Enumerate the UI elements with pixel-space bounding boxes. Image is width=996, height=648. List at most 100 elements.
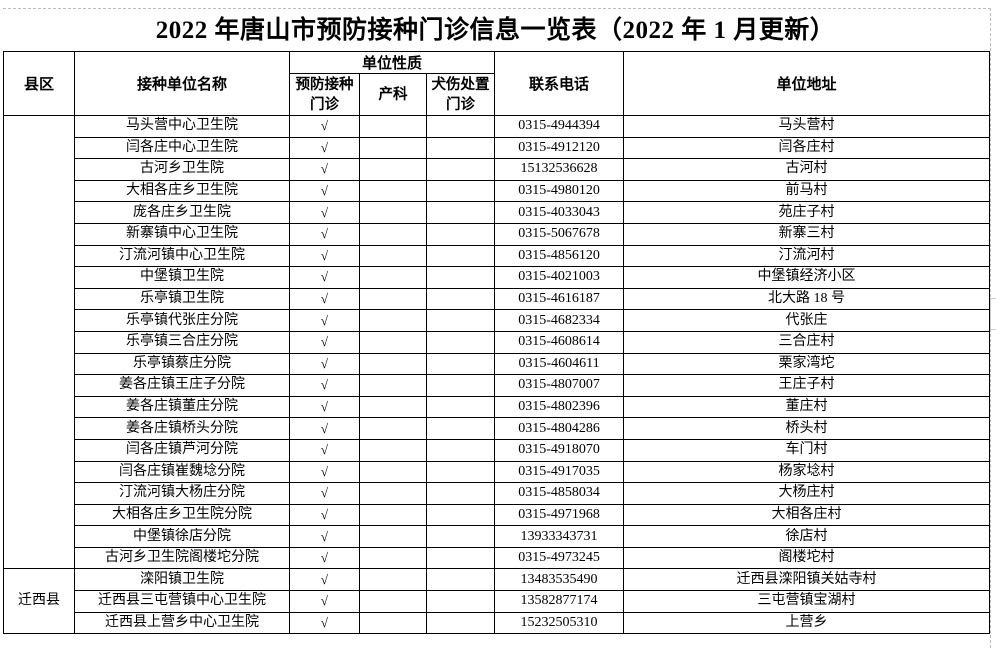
address-cell: 新寨三村 (623, 222, 991, 246)
address-cell: 三屯营镇宝湖村 (623, 590, 991, 613)
prevent-check-cell: √ (289, 568, 360, 592)
prevent-check-cell: √ (289, 482, 360, 505)
prevent-check-cell: √ (289, 374, 360, 397)
table-row: 新寨镇中心卫生院 √ 0315-5067678 新寨三村 (4, 222, 991, 246)
table-row: 迁西县上营乡中心卫生院 √ 15232505310 上营乡 (4, 611, 991, 635)
prevent-check-cell: √ (289, 287, 360, 311)
rabies-cell (425, 503, 496, 527)
table-row: 乐亭镇三合庄分院 √ 0315-4608614 三合庄村 (4, 330, 991, 354)
table-row: 大相各庄乡卫生院分院 √ 0315-4971968 大相各庄村 (4, 503, 991, 527)
address-cell: 北大路 18 号 (623, 287, 991, 311)
prevent-check-cell: √ (289, 503, 360, 527)
obstetrics-cell (359, 330, 427, 354)
table-row: 乐亭镇蔡庄分院 √ 0315-4604611 栗家湾坨 (4, 352, 991, 376)
prevent-check-cell: √ (289, 525, 360, 548)
table-row: 大相各庄乡卫生院 √ 0315-4980120 前马村 (4, 179, 991, 203)
phone-cell: 0315-4858034 (494, 482, 625, 505)
phone-cell: 15132536628 (494, 158, 625, 181)
unit-name-cell: 姜各庄镇桥头分院 (74, 417, 290, 440)
rabies-cell (425, 330, 496, 354)
phone-cell: 15232505310 (494, 611, 625, 635)
rabies-cell (425, 460, 496, 484)
table-row: 中堡镇徐店分院 √ 13933343731 徐店村 (4, 525, 991, 548)
address-cell: 杨家埝村 (623, 460, 991, 484)
rabies-cell (425, 417, 496, 440)
unit-name-cell: 大相各庄乡卫生院分院 (74, 503, 290, 527)
table-row: 姜各庄镇桥头分院 √ 0315-4804286 桥头村 (4, 417, 991, 440)
address-cell: 大杨庄村 (623, 482, 991, 505)
unit-name-cell: 迁西县上营乡中心卫生院 (74, 611, 290, 635)
table-row: 庞各庄乡卫生院 √ 0315-4033043 苑庄子村 (4, 201, 991, 224)
table-row: 汀流河镇大杨庄分院 √ 0315-4858034 大杨庄村 (4, 482, 991, 505)
prevent-check-cell: √ (289, 352, 360, 376)
phone-cell: 13933343731 (494, 525, 625, 548)
obstetrics-cell (359, 287, 427, 311)
obstetrics-cell (359, 568, 427, 592)
obstetrics-cell (359, 438, 427, 462)
obstetrics-cell (359, 546, 427, 570)
table-row: 迁西县 滦阳镇卫生院 √ 13483535490 迁西县滦阳镇关姑寺村 (3, 568, 991, 635)
rabies-cell (425, 352, 496, 376)
prevent-check-cell: √ (289, 438, 360, 462)
header-prevent-clinic: 预防接种门诊 (289, 73, 360, 116)
rabies-cell (425, 201, 496, 224)
rabies-cell (425, 136, 496, 160)
header-obstetrics: 产科 (359, 73, 427, 116)
unit-name-cell: 乐亭镇卫生院 (74, 287, 290, 311)
header-district: 县区 (3, 51, 75, 116)
prevent-check-cell: √ (289, 115, 360, 138)
address-cell: 马头营村 (623, 115, 991, 138)
prevent-check-cell: √ (289, 611, 360, 635)
phone-cell: 0315-4912120 (494, 136, 625, 160)
table-row: 乐亭镇代张庄分院 √ 0315-4682334 代张庄 (4, 309, 991, 332)
phone-cell: 0315-4616187 (494, 287, 625, 311)
rabies-cell (425, 525, 496, 548)
unit-name-cell: 闫各庄镇芦河分院 (74, 438, 290, 462)
obstetrics-cell (359, 222, 427, 246)
phone-cell: 0315-4917035 (494, 460, 625, 484)
obstetrics-cell (359, 115, 427, 138)
rabies-cell (425, 309, 496, 332)
unit-name-cell: 汀流河镇中心卫生院 (74, 244, 290, 268)
prevent-check-cell: √ (289, 136, 360, 160)
address-cell: 董庄村 (623, 395, 991, 419)
table-row: 马头营中心卫生院 √ 0315-4944394 马头营村 (3, 114, 991, 570)
table-row: 闫各庄镇芦河分院 √ 0315-4918070 车门村 (4, 438, 991, 462)
address-cell: 王庄子村 (623, 374, 991, 397)
obstetrics-cell (359, 460, 427, 484)
prevent-check-cell: √ (289, 222, 360, 246)
obstetrics-cell (359, 374, 427, 397)
unit-name-cell: 闫各庄中心卫生院 (74, 136, 290, 160)
table-row: 迁西县三屯营镇中心卫生院 √ 13582877174 三屯营镇宝湖村 (4, 590, 991, 613)
table-row: 古河乡卫生院阁楼坨分院 √ 0315-4973245 阁楼坨村 (4, 546, 991, 570)
address-cell: 闫各庄村 (623, 136, 991, 160)
unit-name-cell: 中堡镇徐店分院 (74, 525, 290, 548)
rabies-cell (425, 395, 496, 419)
phone-cell: 0315-4608614 (494, 330, 625, 354)
address-cell: 大相各庄村 (623, 503, 991, 527)
unit-name-cell: 汀流河镇大杨庄分院 (74, 482, 290, 505)
address-cell: 代张庄 (623, 309, 991, 332)
unit-name-cell: 新寨镇中心卫生院 (74, 222, 290, 246)
prevent-check-cell: √ (289, 546, 360, 570)
prevent-check-cell: √ (289, 590, 360, 613)
unit-name-cell: 姜各庄镇董庄分院 (74, 395, 290, 419)
district-cell: 迁西县 (3, 568, 75, 635)
phone-cell: 0315-4980120 (494, 179, 625, 203)
unit-name-cell: 乐亭镇三合庄分院 (74, 330, 290, 354)
phone-cell: 13483535490 (494, 568, 625, 592)
table-row: 中堡镇卫生院 √ 0315-4021003 中堡镇经济小区 (4, 266, 991, 289)
unit-name-cell: 迁西县三屯营镇中心卫生院 (74, 590, 290, 613)
prevent-check-cell: √ (289, 309, 360, 332)
prevent-check-cell: √ (289, 179, 360, 203)
rabies-cell (425, 438, 496, 462)
obstetrics-cell (359, 590, 427, 613)
unit-name-cell: 姜各庄镇王庄子分院 (74, 374, 290, 397)
rabies-cell (425, 546, 496, 570)
header-rabies-clinic: 犬伤处置门诊 (425, 73, 496, 116)
rabies-cell (425, 158, 496, 181)
header-unit-name: 接种单位名称 (74, 51, 290, 116)
clinic-table: 县区 接种单位名称 单位性质 联系电话 单位地址 预防接种门诊 产科 犬伤处置门… (3, 51, 991, 635)
address-cell: 迁西县滦阳镇关姑寺村 (623, 568, 991, 592)
unit-name-cell: 滦阳镇卫生院 (74, 568, 290, 592)
